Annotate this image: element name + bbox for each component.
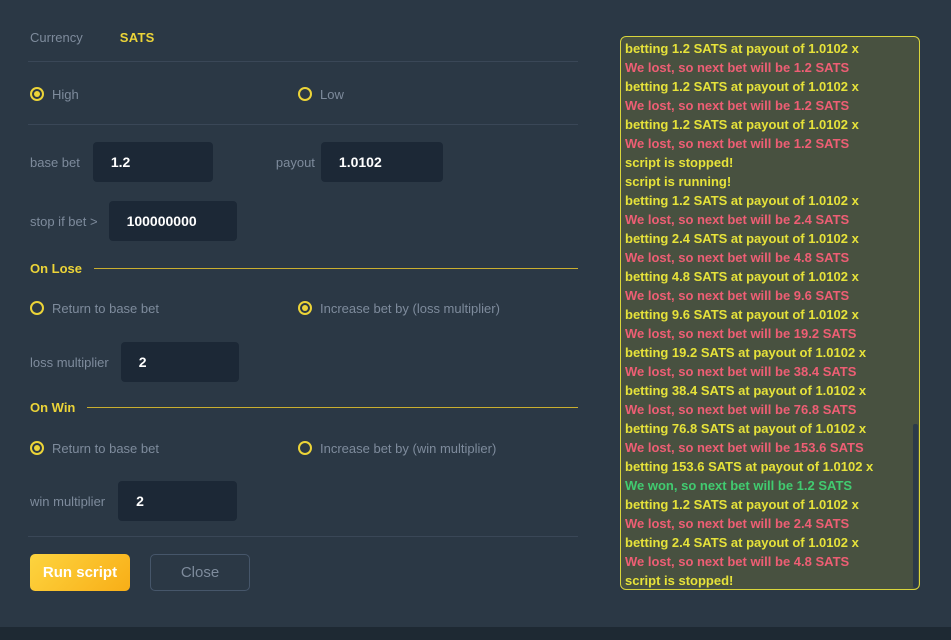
run-script-button[interactable]: Run script — [30, 554, 130, 591]
log-line: We lost, so next bet will be 1.2 SATS — [625, 136, 850, 151]
on-win-header: On Win — [30, 400, 578, 415]
log-lines: betting 1.2 SATS at payout of 1.0102 x We… — [621, 37, 919, 589]
log-line: We won, so next bet will be 1.2 SATS — [625, 478, 853, 493]
radio-lose-return-label: Return to base bet — [52, 300, 159, 316]
currency-selector[interactable]: SATS — [119, 30, 155, 45]
radio-win-return-label: Return to base bet — [52, 440, 159, 456]
radio-lose-return-to-base[interactable]: Return to base bet — [30, 301, 159, 316]
base-bet-input[interactable] — [92, 142, 213, 182]
log-line: We lost, so next bet will be 1.2 SATS — [625, 98, 850, 113]
bet-settings-row: base bet payout — [30, 142, 443, 182]
radio-lose-increase-label: Increase bet by (loss multiplier) — [320, 300, 500, 316]
close-button[interactable]: Close — [150, 554, 250, 591]
win-multiplier-row: win multiplier — [30, 481, 238, 521]
section-rule — [87, 407, 578, 408]
log-line: betting 9.6 SATS at payout of 1.0102 x — [625, 307, 859, 322]
script-log-panel[interactable]: betting 1.2 SATS at payout of 1.0102 x We… — [620, 36, 920, 590]
win-multiplier-input[interactable] — [118, 481, 238, 521]
radio-icon — [30, 87, 44, 101]
radio-icon — [30, 441, 44, 455]
currency-row: Currency SATS — [30, 30, 155, 45]
log-line: script is running! — [625, 174, 732, 189]
log-line: betting 2.4 SATS at payout of 1.0102 x — [625, 535, 859, 550]
log-line: We lost, so next bet will be 38.4 SATS — [625, 364, 857, 379]
loss-multiplier-label: loss multiplier — [30, 354, 109, 370]
divider — [28, 61, 578, 62]
log-line: We lost, so next bet will be 76.8 SATS — [625, 402, 857, 417]
on-win-title: On Win — [30, 400, 76, 415]
radio-win-increase-label: Increase bet by (win multiplier) — [320, 440, 497, 456]
stop-if-bet-row: stop if bet > — [30, 201, 237, 241]
log-line: script is stopped! — [625, 155, 734, 170]
loss-multiplier-input[interactable] — [120, 342, 239, 382]
log-line: script is stopped! — [625, 573, 734, 588]
win-multiplier-label: win multiplier — [30, 493, 106, 509]
log-line: betting 1.2 SATS at payout of 1.0102 x — [625, 497, 859, 512]
radio-low-label: Low — [320, 86, 344, 102]
on-win-radio-group: Return to base bet Increase bet by (win … — [30, 440, 578, 456]
payout-label: payout — [275, 154, 315, 170]
log-line: betting 1.2 SATS at payout of 1.0102 x — [625, 193, 859, 208]
radio-icon — [30, 301, 44, 315]
log-line: We lost, so next bet will be 4.8 SATS — [625, 250, 850, 265]
direction-radio-group: High Low — [30, 86, 578, 102]
radio-icon — [298, 301, 312, 315]
on-lose-header: On Lose — [30, 261, 578, 276]
radio-high-label: High — [52, 86, 79, 102]
radio-low[interactable]: Low — [298, 87, 344, 102]
base-bet-label: base bet — [30, 154, 80, 170]
radio-icon — [298, 441, 312, 455]
action-buttons: Run script Close — [30, 554, 250, 591]
on-lose-radio-group: Return to base bet Increase bet by (loss… — [30, 300, 578, 316]
currency-label: Currency — [30, 30, 83, 45]
log-line: betting 19.2 SATS at payout of 1.0102 x — [625, 345, 867, 360]
log-line: We lost, so next bet will be 19.2 SATS — [625, 326, 857, 341]
payout-input[interactable] — [320, 142, 443, 182]
log-line: betting 1.2 SATS at payout of 1.0102 x — [625, 79, 859, 94]
radio-win-increase-bet[interactable]: Increase bet by (win multiplier) — [298, 441, 496, 456]
divider — [28, 124, 578, 125]
on-lose-title: On Lose — [30, 261, 83, 276]
section-rule — [94, 268, 578, 269]
radio-lose-increase-bet[interactable]: Increase bet by (loss multiplier) — [298, 301, 500, 316]
log-line: betting 1.2 SATS at payout of 1.0102 x — [625, 117, 859, 132]
stop-if-bet-label: stop if bet > — [30, 213, 98, 229]
log-line: betting 76.8 SATS at payout of 1.0102 x — [625, 421, 867, 436]
log-line: We lost, so next bet will be 2.4 SATS — [625, 516, 850, 531]
log-line: betting 2.4 SATS at payout of 1.0102 x — [625, 231, 859, 246]
log-scrollbar-thumb[interactable] — [913, 424, 918, 588]
divider — [28, 536, 578, 537]
log-line: We lost, so next bet will be 153.6 SATS — [625, 440, 864, 455]
log-line: We lost, so next bet will be 2.4 SATS — [625, 212, 850, 227]
log-line: We lost, so next bet will be 1.2 SATS — [625, 60, 850, 75]
log-line: betting 4.8 SATS at payout of 1.0102 x — [625, 269, 859, 284]
radio-icon — [298, 87, 312, 101]
radio-win-return-to-base[interactable]: Return to base bet — [30, 441, 159, 456]
log-line: betting 38.4 SATS at payout of 1.0102 x — [625, 383, 867, 398]
loss-multiplier-row: loss multiplier — [30, 342, 239, 382]
log-line: betting 153.6 SATS at payout of 1.0102 x — [625, 459, 874, 474]
radio-high[interactable]: High — [30, 87, 79, 102]
page-bottom-strip — [0, 627, 951, 640]
log-line: We lost, so next bet will be 4.8 SATS — [625, 554, 850, 569]
log-line: betting 1.2 SATS at payout of 1.0102 x — [625, 41, 859, 56]
stop-if-bet-input[interactable] — [108, 201, 237, 241]
log-line: We lost, so next bet will be 9.6 SATS — [625, 288, 850, 303]
